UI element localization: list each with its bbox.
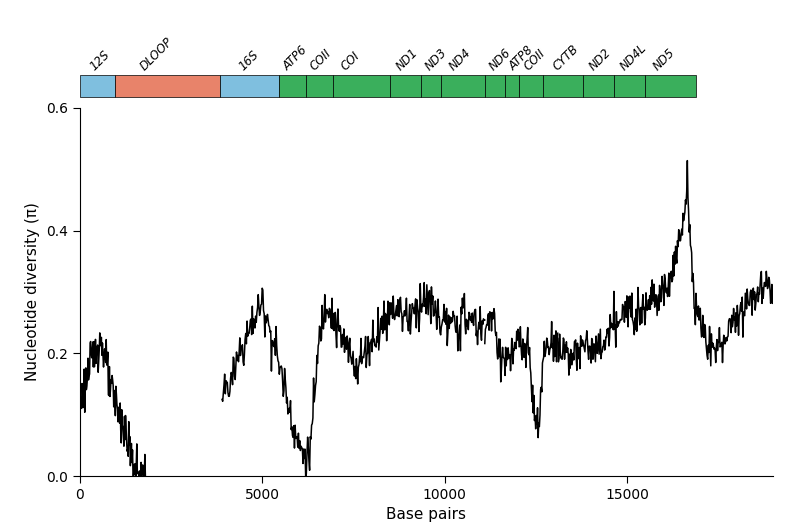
Bar [520, 75, 544, 97]
Text: COI: COI [339, 49, 363, 73]
Text: COII: COII [308, 47, 334, 73]
Text: ND4L: ND4L [618, 41, 650, 73]
Text: ND4: ND4 [446, 46, 473, 73]
Bar [544, 75, 583, 97]
Text: ND6: ND6 [487, 46, 513, 73]
Text: ATP8: ATP8 [507, 43, 536, 73]
Bar [614, 75, 646, 97]
Text: 16S: 16S [237, 48, 261, 73]
Text: CYTB: CYTB [551, 42, 581, 73]
X-axis label: Base pairs: Base pairs [387, 507, 466, 523]
Bar [583, 75, 614, 97]
Bar [115, 75, 220, 97]
Bar [279, 75, 306, 97]
Text: ND3: ND3 [422, 46, 450, 73]
Text: COII: COII [521, 47, 548, 73]
Text: DLOOP: DLOOP [138, 35, 176, 73]
Bar [441, 75, 485, 97]
Text: ND1: ND1 [394, 46, 421, 73]
Bar [505, 75, 520, 97]
Bar [421, 75, 441, 97]
Bar [220, 75, 279, 97]
Text: 12S: 12S [87, 48, 112, 73]
Bar [80, 75, 115, 97]
Bar [390, 75, 421, 97]
Text: ND2: ND2 [587, 46, 614, 73]
Bar [485, 75, 505, 97]
Bar [333, 75, 390, 97]
Bar [306, 75, 333, 97]
Bar [646, 75, 697, 97]
Text: ND5: ND5 [651, 46, 678, 73]
Text: ATP6: ATP6 [281, 43, 310, 73]
Y-axis label: Nucleotide diversity (π): Nucleotide diversity (π) [26, 203, 41, 381]
